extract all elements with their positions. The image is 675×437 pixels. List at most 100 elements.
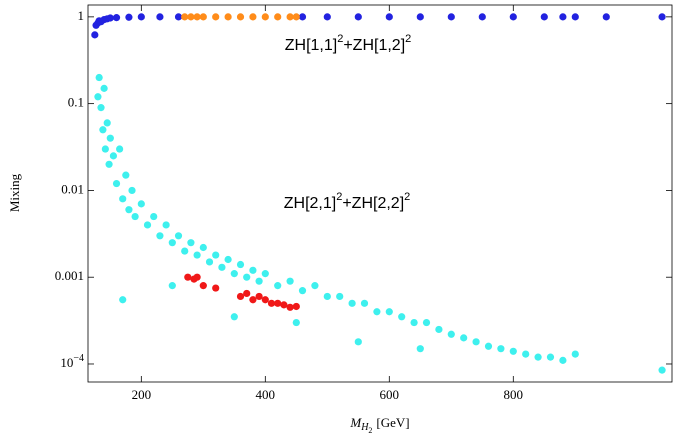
point [106, 14, 114, 22]
point [540, 13, 548, 21]
point [106, 134, 114, 142]
point [112, 179, 121, 188]
y-tick-label-base: 10 [60, 355, 73, 370]
point [100, 84, 108, 92]
y-tick-label: 0.001 [55, 268, 84, 283]
x-label-unit: [GeV] [376, 415, 409, 430]
point [224, 255, 232, 264]
point [125, 13, 133, 21]
x-label-main: M [349, 415, 362, 430]
point [323, 292, 331, 301]
annotation-sup: 2 [336, 191, 342, 203]
point [286, 277, 294, 285]
point [218, 263, 226, 271]
point [261, 13, 269, 21]
annotation: ZH[2,1]2+ZH[2,2]2 [284, 191, 411, 212]
point [181, 13, 189, 21]
point [187, 239, 195, 247]
point [385, 13, 393, 21]
point [119, 296, 127, 304]
point [119, 195, 127, 203]
y-axis-label: Mixing [7, 173, 22, 212]
point [131, 212, 139, 221]
point [137, 200, 145, 208]
point [422, 318, 431, 327]
point [311, 282, 319, 290]
point [212, 284, 220, 292]
x-label-subsub: 2 [368, 426, 372, 435]
point [255, 277, 263, 285]
point [224, 13, 232, 21]
point [125, 206, 133, 214]
annotation-sup: 2 [337, 33, 343, 45]
annotation-sup: 2 [405, 33, 411, 45]
point [184, 273, 192, 281]
point [174, 13, 183, 21]
point [286, 303, 294, 311]
point [274, 299, 282, 307]
point [472, 338, 480, 346]
point [236, 260, 245, 269]
point [230, 313, 238, 321]
point [249, 296, 257, 304]
point [143, 221, 152, 229]
point [91, 31, 99, 39]
point [150, 212, 158, 221]
point [522, 350, 530, 358]
point [187, 13, 195, 21]
point [199, 13, 207, 21]
point [212, 13, 220, 21]
point [336, 292, 344, 301]
point [274, 13, 282, 21]
point [534, 353, 542, 361]
point [373, 308, 381, 316]
point [323, 13, 331, 21]
point [243, 289, 251, 298]
point [95, 73, 103, 82]
point [116, 145, 124, 153]
point [199, 243, 207, 252]
point [249, 13, 257, 21]
point [156, 13, 164, 21]
x-tick-label: 200 [132, 387, 152, 402]
point [416, 13, 424, 21]
point [193, 273, 201, 281]
point [292, 13, 300, 21]
point [101, 145, 109, 153]
point [156, 232, 164, 240]
point [559, 356, 567, 364]
point [168, 282, 176, 290]
point [112, 14, 121, 22]
point [236, 13, 245, 21]
point [602, 13, 610, 21]
annotation-part: +ZH[1,2] [343, 37, 405, 54]
point [274, 282, 282, 290]
point [193, 251, 201, 259]
point [212, 251, 220, 259]
y-tick-label-sup: −4 [73, 353, 84, 364]
point [478, 13, 486, 21]
point [94, 93, 102, 101]
point [398, 313, 406, 321]
point [249, 266, 257, 274]
point [460, 334, 468, 342]
point [280, 301, 288, 309]
point [162, 221, 170, 229]
annotation-part: ZH[2,1] [284, 195, 336, 212]
point [255, 292, 263, 301]
point [193, 13, 201, 21]
point [571, 13, 579, 21]
point [447, 13, 455, 21]
plot-marks [91, 13, 666, 374]
point [354, 338, 362, 346]
point [658, 13, 666, 21]
point [546, 353, 555, 361]
point [168, 239, 176, 247]
point [181, 247, 189, 255]
point [348, 299, 356, 307]
point [497, 345, 505, 353]
annotation: ZH[1,1]2+ZH[1,2]2 [285, 33, 412, 54]
point [286, 13, 294, 21]
x-label-sub: H [360, 422, 369, 433]
